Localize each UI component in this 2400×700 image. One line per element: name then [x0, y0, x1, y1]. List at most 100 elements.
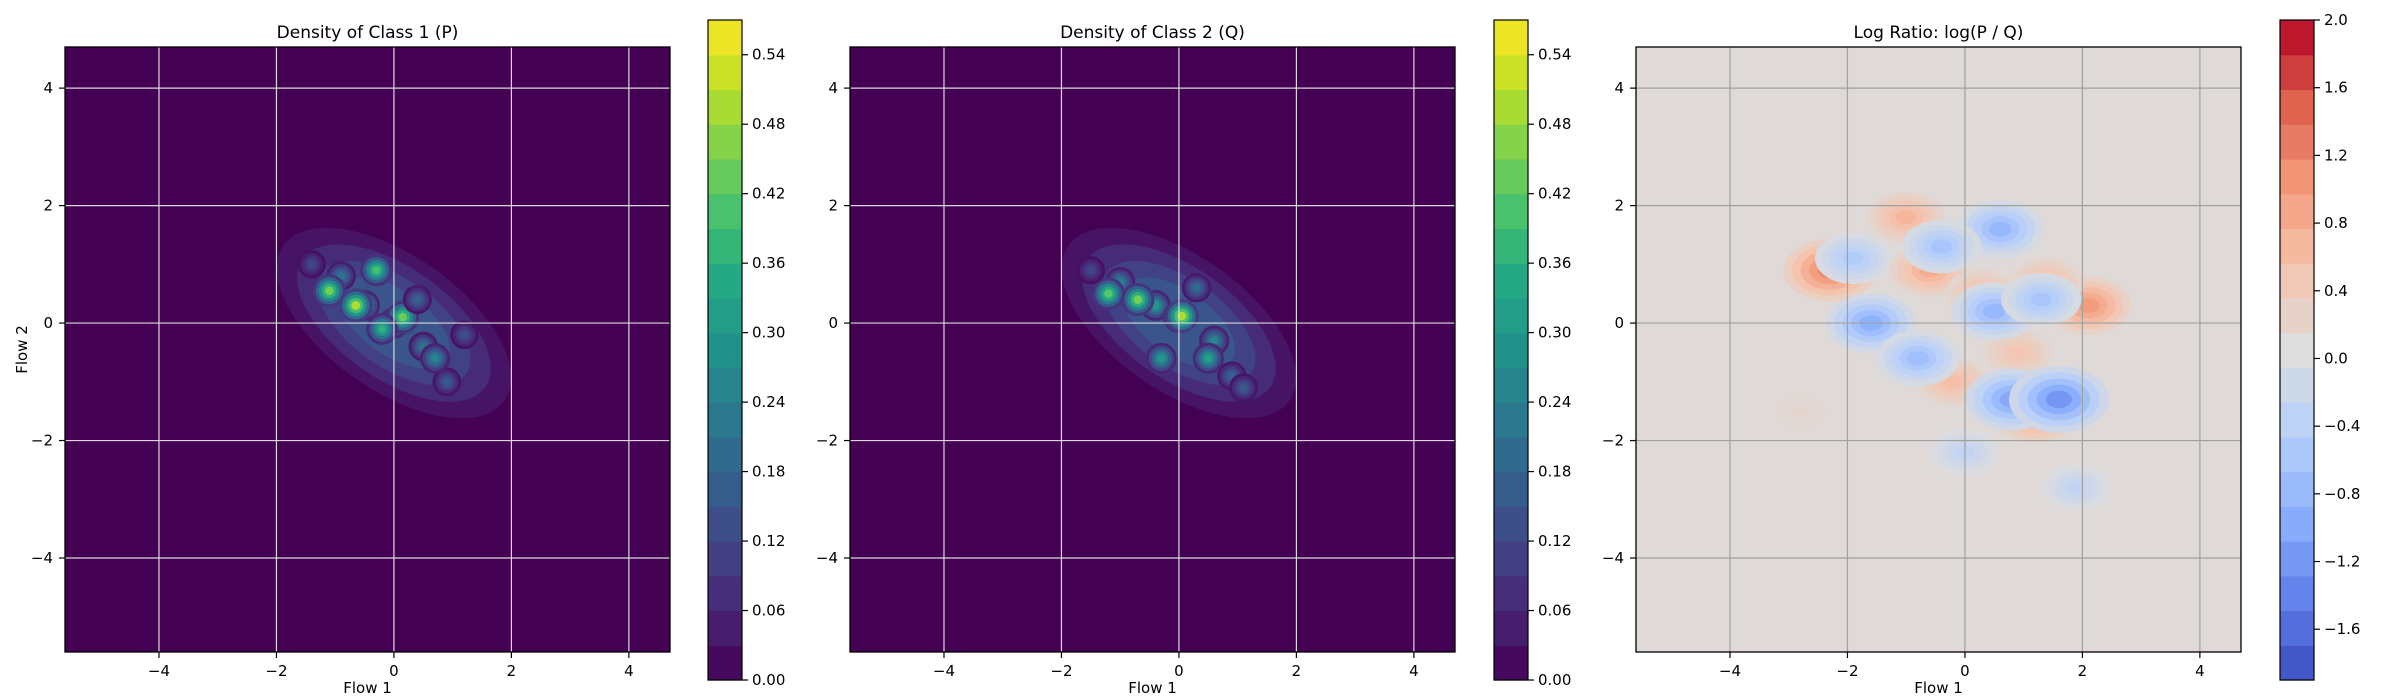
- colorbar-band: [1494, 575, 1528, 612]
- colorbar-band: [708, 506, 742, 542]
- colorbar-band: [1494, 228, 1528, 264]
- colorbar-band: [708, 645, 742, 681]
- colorbar-band: [2280, 610, 2314, 646]
- contour-region: [1133, 295, 1143, 304]
- colorbar-tick-label: −1.2: [2324, 553, 2360, 571]
- colorbar-tick-label: 0.18: [1538, 463, 1571, 481]
- colorbar-frame: [2279, 19, 2315, 681]
- colorbar-band: [1494, 367, 1528, 403]
- y-tick-label: 4: [1614, 79, 1624, 97]
- y-tick-label: −4: [816, 549, 838, 567]
- contour-region: [2030, 292, 2052, 307]
- x-tick-label: −2: [1050, 662, 1072, 680]
- y-tick-label: 4: [828, 79, 838, 97]
- colorbar-tick-label: 0.4: [2324, 282, 2348, 300]
- contour-region: [443, 378, 451, 386]
- y-axis-label: Flow 2: [13, 325, 31, 374]
- colorbar-band: [2280, 436, 2314, 473]
- colorbar-band: [1494, 471, 1528, 507]
- contour-region: [431, 354, 439, 363]
- colorbar-tick-label: 0.42: [1538, 185, 1571, 203]
- contour-region: [398, 312, 408, 322]
- colorbar-band: [1494, 193, 1528, 230]
- colorbar-band: [1494, 54, 1528, 91]
- colorbar-band: [708, 297, 742, 334]
- colorbar-tick-label: 0.42: [752, 185, 785, 203]
- contour-region: [324, 286, 334, 296]
- colorbar-band: [708, 158, 742, 195]
- colorbar-band: [1494, 20, 1528, 56]
- colorbar-band: [2280, 541, 2314, 577]
- colorbar-tick-label: 0.18: [752, 463, 785, 481]
- contour-region: [2008, 346, 2027, 359]
- chart-title: Log Ratio: log(P / Q): [1854, 23, 2024, 43]
- x-axis-label: Flow 1: [1914, 679, 1963, 697]
- y-tick-label: −2: [31, 432, 53, 450]
- contour-region: [1210, 336, 1219, 345]
- chart-panel-2: −4 −2 0 2 4 −4 −2 0 2 4 Density of Class 2 (Q) Flow…: [816, 19, 1571, 697]
- contour-region: [1907, 351, 1929, 366]
- colorbar-tick-label: 0.06: [752, 602, 785, 620]
- colorbar-band: [2280, 263, 2314, 299]
- colorbar-tick-label: 1.2: [2324, 146, 2348, 164]
- axes-frame: [64, 46, 671, 653]
- contour-region: [351, 301, 361, 310]
- y-tick-label: 2: [828, 197, 838, 215]
- x-tick-label: 4: [1409, 662, 1419, 680]
- contour-region: [1204, 354, 1213, 363]
- colorbar-tick-label: −0.8: [2324, 485, 2360, 503]
- y-tick-label: −2: [816, 432, 838, 450]
- contour-region: [372, 265, 381, 275]
- colorbar-band: [2280, 297, 2314, 334]
- x-tick-label: −4: [933, 662, 955, 680]
- colorbar-tick-label: 0.36: [752, 254, 785, 272]
- axes-frame: [1635, 46, 2242, 653]
- colorbar-band: [708, 610, 742, 646]
- colorbar-band: [1494, 158, 1528, 195]
- colorbar-tick-label: 1.6: [2324, 79, 2348, 97]
- chart-panel-3: −4 −2 0 2 4 −4 −2 0 2 4 Log Ratio: log(P / Q) Flow …: [1602, 11, 2361, 697]
- colorbar-tick-label: 0.06: [1538, 602, 1571, 620]
- x-tick-label: 0: [389, 662, 399, 680]
- colorbar-tick-label: 0.48: [1538, 115, 1571, 133]
- colorbar-tick-label: −1.6: [2324, 620, 2360, 638]
- colorbar-band: [1494, 89, 1528, 125]
- colorbar-band: [2280, 193, 2314, 230]
- contour-region: [1943, 375, 1963, 389]
- colorbar-band: [1494, 332, 1528, 368]
- colorbar-tick-label: 0.00: [1538, 671, 1571, 689]
- contour-region: [1988, 221, 2012, 237]
- chart-panel-1: −4 −2 0 2 4 −4 −2 0 2 4 Density of Class 1 (P) Flow…: [13, 19, 785, 697]
- colorbar-tick-label: 0.24: [752, 393, 785, 411]
- contour-region: [1792, 405, 1809, 417]
- colorbar-frame: [1493, 19, 1529, 681]
- colorbar-tick-label: 0.30: [1538, 324, 1571, 342]
- colorbar-band: [1494, 263, 1528, 299]
- colorbar-band: [708, 402, 742, 438]
- colorbar-band: [708, 367, 742, 403]
- contour-region: [1930, 239, 1952, 254]
- colorbar-band: [1494, 645, 1528, 681]
- colorbar: −1.6 −1.2 −0.8 −0.4 0.0 0.4 0.8 1.2 1.6 2.0: [2279, 11, 2360, 681]
- colorbar-band: [2280, 575, 2314, 612]
- colorbar-band: [708, 575, 742, 612]
- y-tick-label: 2: [1614, 197, 1624, 215]
- colorbar-band: [2280, 402, 2314, 438]
- colorbar-band: [2280, 645, 2314, 681]
- colorbar-band: [1494, 436, 1528, 473]
- colorbar-band: [708, 541, 742, 577]
- y-tick-label: 2: [43, 197, 53, 215]
- chart-title: Density of Class 1 (P): [277, 23, 459, 43]
- colorbar-band: [708, 228, 742, 264]
- colorbar-band: [708, 124, 742, 160]
- x-tick-label: −2: [1836, 662, 1858, 680]
- colorbar-band: [708, 332, 742, 368]
- colorbar-tick-label: 0.48: [752, 115, 785, 133]
- colorbar-band: [1494, 402, 1528, 438]
- x-tick-label: 4: [624, 662, 634, 680]
- colorbar: 0.00 0.06 0.12 0.18 0.24 0.30 0.36 0.42 0.48 0.54: [1493, 19, 1571, 689]
- contour-region: [378, 324, 387, 334]
- colorbar-band: [2280, 228, 2314, 264]
- colorbar-band: [708, 193, 742, 230]
